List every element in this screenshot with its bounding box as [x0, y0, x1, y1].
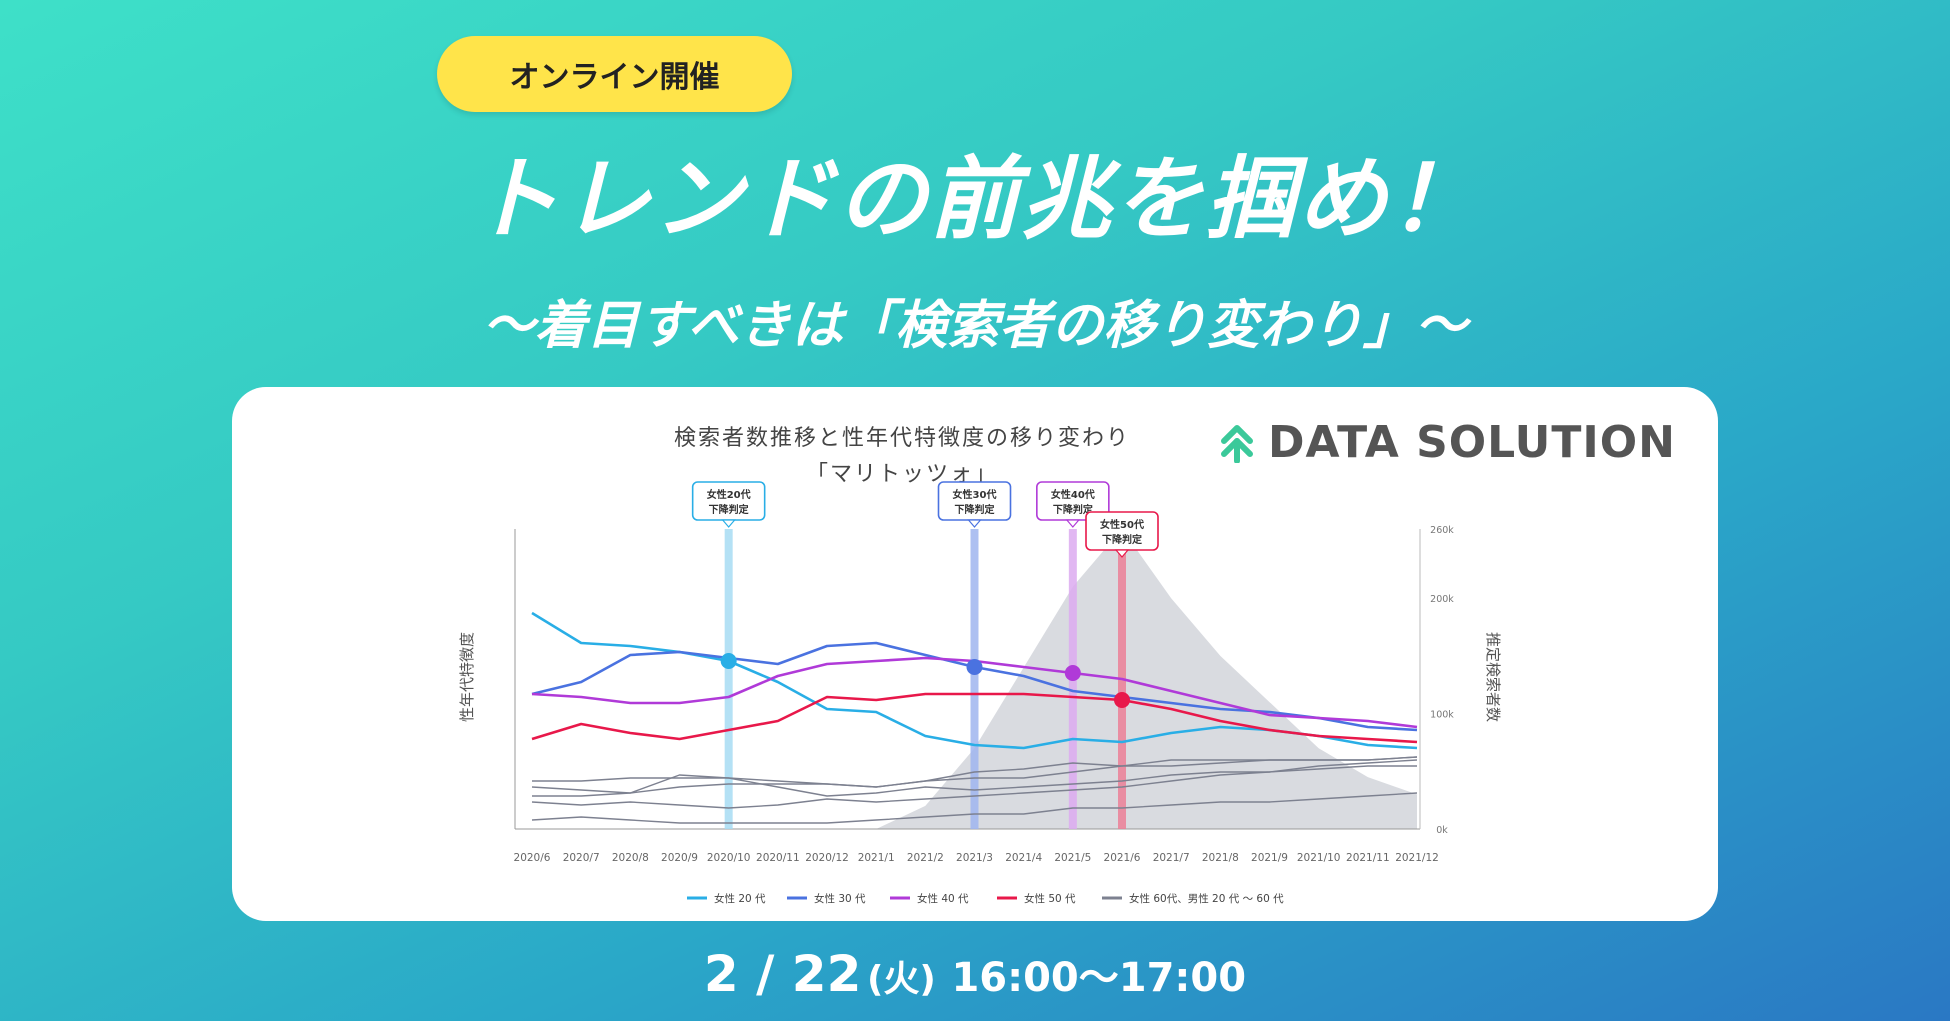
- chart-card: 検索者数推移と性年代特徴度の移り変わり 「マリトッツォ」 DATA SOLUTI…: [232, 387, 1718, 921]
- event-weekday: (火): [866, 959, 936, 1000]
- callout-pointer: [1065, 519, 1081, 528]
- event-datetime: 2 / 22 (火) 16:00～17:00: [0, 945, 1950, 1003]
- x-tick-label: 2021/10: [1297, 852, 1341, 864]
- legend-label: 女性 40 代: [917, 892, 969, 905]
- legend-label: 女性 50 代: [1024, 892, 1076, 905]
- x-tick-label: 2021/3: [956, 852, 993, 864]
- callout-pointer: [967, 519, 982, 528]
- series-line-6: [532, 765, 1417, 797]
- y-axis-right-label: 推定検索者数: [1484, 632, 1502, 722]
- x-tick-label: 2021/6: [1104, 852, 1141, 864]
- x-tick-label: 2021/2: [907, 852, 944, 864]
- right-tick-label: 100k: [1430, 710, 1454, 721]
- callout-label: 女性50代: [1100, 518, 1144, 531]
- legend-label: 女性 30 代: [814, 892, 866, 905]
- legend-item: 女性 20 代: [687, 892, 766, 905]
- x-tick-label: 2020/11: [756, 852, 800, 864]
- callout-status: 下降判定: [1053, 503, 1093, 516]
- page-subtitle: ～着目すべきは「検索者の移り変わり」～: [482, 296, 1468, 356]
- event-date: 2 / 22: [703, 945, 862, 1003]
- chart-title: 検索者数推移と性年代特徴度の移り変わり: [673, 426, 1130, 451]
- x-tick-label: 2020/12: [805, 852, 849, 864]
- marker-dot-4: [1114, 692, 1130, 708]
- right-tick-label: 200k: [1430, 594, 1454, 605]
- marker-dot-3: [1064, 665, 1081, 681]
- callout-label: 女性40代: [1051, 488, 1095, 501]
- right-tick-label: 260k: [1430, 525, 1454, 536]
- legend-label: 女性 20 代: [714, 892, 766, 905]
- y-axis-left-label: 性年代特徴度: [458, 632, 476, 722]
- series-line-9: [532, 756, 1418, 797]
- marker-line-2: [970, 529, 979, 829]
- legend-item: 女性 30 代: [787, 892, 866, 905]
- x-tick-label: 2021/5: [1054, 852, 1091, 864]
- callout-pointer: [1114, 549, 1130, 558]
- x-tick-label: 2021/1: [858, 852, 895, 864]
- x-tick-label: 2020/9: [661, 852, 698, 864]
- data-solution-logo: DATA SOLUTION: [1220, 417, 1676, 468]
- logo-text: DATA SOLUTION: [1267, 417, 1676, 468]
- series-line-8: [531, 792, 1418, 824]
- x-tick-label: 2021/12: [1395, 852, 1439, 864]
- legend-item: 女性 40 代: [890, 892, 969, 905]
- x-tick-label: 2021/8: [1202, 852, 1239, 864]
- marker-dot-2: [966, 659, 983, 675]
- marker-line-1: [724, 529, 733, 829]
- legend-item: 女性 60代、男性 20 代 ～ 60 代: [1102, 892, 1284, 905]
- event-time: 16:00～17:00: [951, 955, 1247, 1001]
- x-tick-label: 2021/9: [1251, 852, 1288, 864]
- x-tick-label: 2021/11: [1346, 852, 1390, 864]
- right-tick-label: 0k: [1436, 825, 1448, 836]
- marker-dot-1: [720, 653, 737, 669]
- page-title: トレンドの前兆を掴め！: [469, 147, 1481, 252]
- callout-status: 下降判定: [1102, 533, 1142, 546]
- chart-title-block: 検索者数推移と性年代特徴度の移り変わり 「マリトッツォ」: [642, 421, 1162, 493]
- double-chevron-up-icon: [1220, 424, 1253, 463]
- legend-item: 女性 50 代: [997, 892, 1076, 905]
- search-volume-area: [532, 529, 1417, 829]
- x-tick-label: 2020/7: [563, 852, 600, 864]
- x-tick-label: 2020/10: [707, 852, 751, 864]
- callout-status: 下降判定: [955, 503, 995, 516]
- callout-label: 女性30代: [953, 488, 997, 501]
- online-badge: オンライン開催: [437, 36, 792, 112]
- callout-label: 女性20代: [707, 488, 751, 501]
- series-line-4: [531, 692, 1418, 744]
- x-tick-label: 2020/6: [514, 852, 551, 864]
- x-tick-label: 2020/8: [612, 852, 649, 864]
- callout-pointer: [721, 519, 736, 528]
- x-tick-label: 2021/4: [1005, 852, 1042, 864]
- legend-label: 女性 60代、男性 20 代 ～ 60 代: [1129, 892, 1284, 905]
- callout-status: 下降判定: [709, 503, 749, 516]
- x-tick-label: 2021/7: [1153, 852, 1190, 864]
